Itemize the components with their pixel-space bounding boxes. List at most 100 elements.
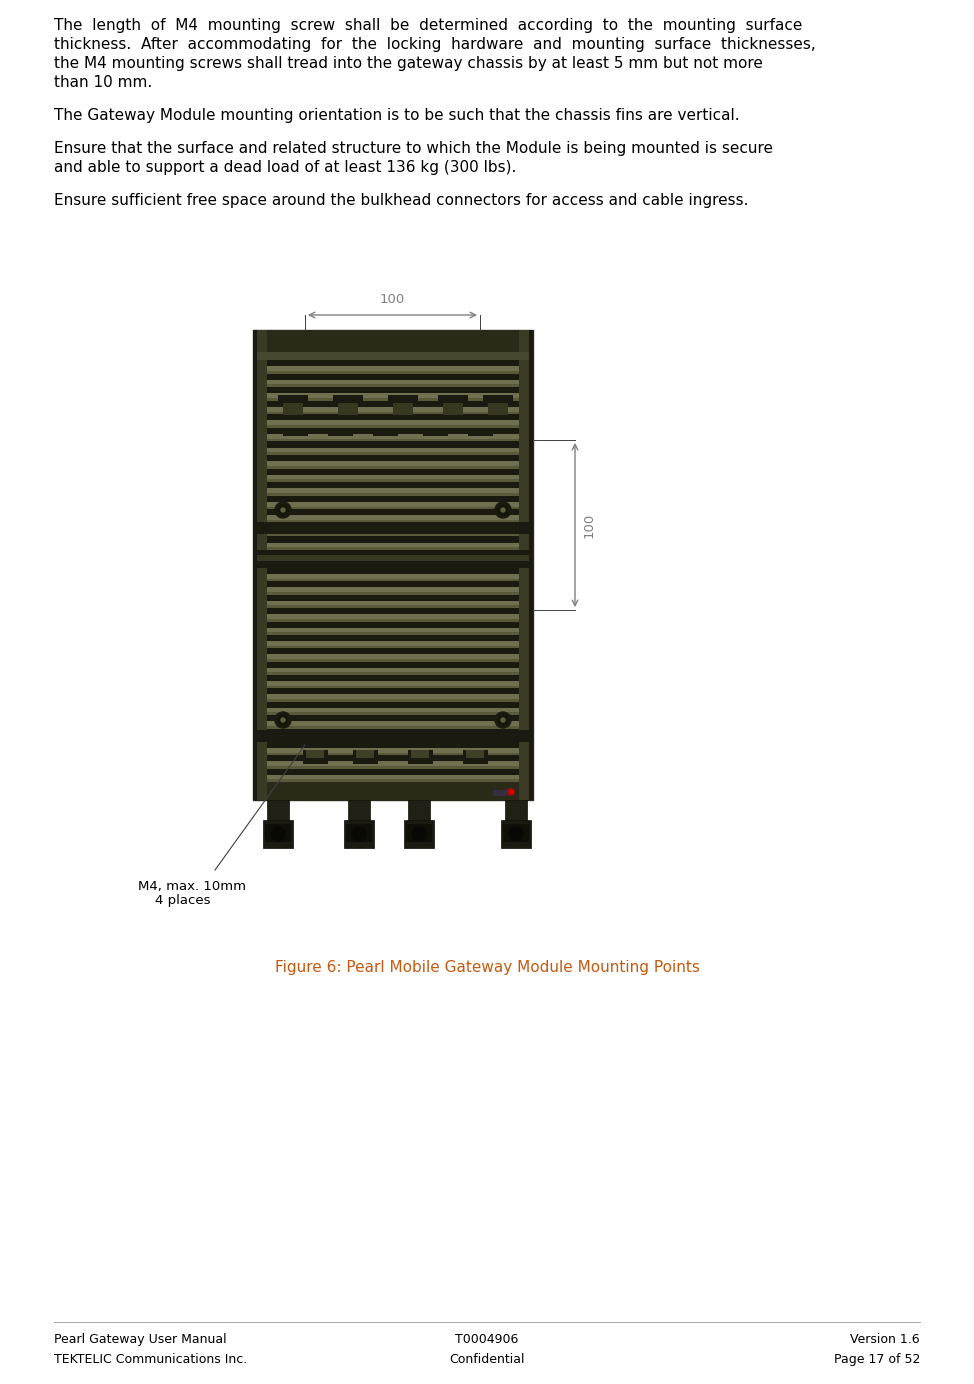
- Bar: [267, 614, 519, 619]
- Bar: [388, 394, 418, 403]
- Bar: [267, 662, 519, 667]
- Circle shape: [495, 502, 511, 518]
- Circle shape: [352, 828, 366, 841]
- Bar: [267, 441, 519, 447]
- Bar: [267, 574, 519, 579]
- Bar: [306, 750, 324, 758]
- Text: M4, max. 10mm: M4, max. 10mm: [138, 880, 246, 893]
- Bar: [328, 430, 353, 436]
- Bar: [263, 819, 293, 848]
- Bar: [267, 707, 519, 713]
- Bar: [529, 329, 533, 800]
- Bar: [278, 394, 308, 403]
- Circle shape: [278, 505, 288, 515]
- Text: Page 17 of 52: Page 17 of 52: [834, 1354, 920, 1366]
- Bar: [267, 667, 519, 673]
- Bar: [267, 435, 519, 439]
- Bar: [267, 648, 519, 655]
- Bar: [353, 750, 378, 764]
- Bar: [267, 716, 519, 721]
- Bar: [267, 428, 519, 435]
- Bar: [267, 768, 519, 775]
- Circle shape: [498, 716, 508, 725]
- Bar: [267, 543, 519, 547]
- Bar: [267, 587, 519, 592]
- Bar: [267, 475, 519, 479]
- Bar: [267, 461, 519, 466]
- Bar: [267, 675, 519, 681]
- Circle shape: [509, 828, 523, 841]
- Text: and able to support a dead load of at least 136 kg (300 lbs).: and able to support a dead load of at le…: [54, 161, 516, 174]
- Bar: [505, 800, 527, 819]
- Circle shape: [498, 505, 508, 515]
- Bar: [468, 430, 493, 436]
- Bar: [348, 800, 370, 819]
- Bar: [267, 421, 519, 425]
- Bar: [283, 403, 303, 415]
- Bar: [267, 735, 519, 739]
- Bar: [408, 750, 433, 764]
- Bar: [501, 819, 531, 848]
- Bar: [267, 688, 519, 695]
- Bar: [253, 329, 533, 800]
- Bar: [267, 695, 519, 699]
- Bar: [267, 360, 519, 367]
- Text: than 10 mm.: than 10 mm.: [54, 75, 152, 90]
- Bar: [267, 367, 519, 371]
- Text: The Gateway Module mounting orientation is to be such that the chassis fins are : The Gateway Module mounting orientation …: [54, 108, 739, 123]
- Bar: [393, 403, 413, 415]
- Bar: [257, 555, 529, 561]
- Bar: [267, 728, 519, 735]
- Bar: [466, 750, 484, 758]
- Bar: [519, 329, 533, 800]
- Bar: [267, 601, 519, 605]
- Bar: [344, 819, 374, 848]
- Text: Ensure that the surface and related structure to which the Module is being mount: Ensure that the surface and related stru…: [54, 141, 773, 156]
- Bar: [257, 729, 529, 742]
- Bar: [267, 495, 519, 502]
- Text: thickness.  After  accommodating  for  the  locking  hardware  and  mounting  su: thickness. After accommodating for the l…: [54, 37, 816, 53]
- Bar: [253, 329, 267, 800]
- Bar: [267, 388, 519, 393]
- Bar: [267, 627, 519, 632]
- Bar: [333, 394, 363, 403]
- Text: 4 places: 4 places: [138, 894, 210, 907]
- Bar: [404, 819, 434, 848]
- Bar: [257, 522, 529, 534]
- Circle shape: [275, 711, 291, 728]
- Bar: [267, 775, 519, 779]
- Circle shape: [508, 789, 514, 794]
- Text: The  length  of  M4  mounting  screw  shall  be  determined  according  to  the : The length of M4 mounting screw shall be…: [54, 18, 803, 33]
- Bar: [283, 430, 308, 436]
- Bar: [443, 403, 463, 415]
- Bar: [411, 750, 429, 758]
- Bar: [253, 329, 257, 800]
- Bar: [303, 750, 328, 764]
- Bar: [267, 608, 519, 614]
- Circle shape: [281, 718, 285, 722]
- Circle shape: [501, 508, 505, 512]
- Bar: [406, 823, 432, 841]
- Text: 100: 100: [380, 293, 405, 306]
- Bar: [423, 430, 448, 436]
- Bar: [463, 750, 488, 764]
- Bar: [253, 782, 533, 800]
- Bar: [267, 800, 289, 819]
- Bar: [373, 430, 398, 436]
- Text: Version 1.6: Version 1.6: [850, 1333, 920, 1347]
- Bar: [503, 823, 529, 841]
- Bar: [267, 455, 519, 461]
- Circle shape: [495, 711, 511, 728]
- Bar: [267, 379, 519, 385]
- Circle shape: [275, 502, 291, 518]
- Bar: [267, 581, 519, 587]
- Bar: [267, 641, 519, 645]
- Bar: [267, 407, 519, 411]
- Bar: [267, 756, 519, 761]
- Bar: [267, 681, 519, 685]
- Bar: [488, 403, 508, 415]
- Text: T0004906: T0004906: [455, 1333, 519, 1347]
- Bar: [483, 394, 513, 403]
- Bar: [438, 394, 468, 403]
- Bar: [267, 401, 519, 407]
